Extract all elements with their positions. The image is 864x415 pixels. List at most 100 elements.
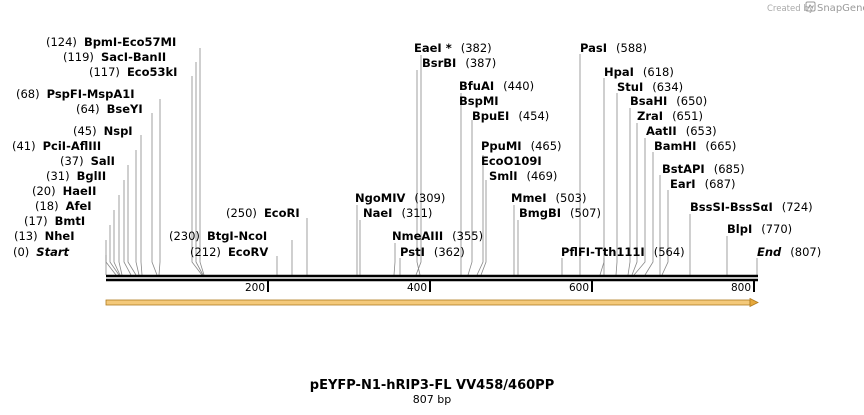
snapgene-logo-icon [805, 1, 816, 12]
site-position: (20) [32, 184, 56, 198]
site-position: (503) [556, 191, 587, 205]
enzyme-name: NmeAIII [392, 229, 443, 243]
site-position: (440) [503, 79, 534, 93]
site-label-afei: (18) AfeI [35, 199, 92, 213]
site-label-bsrbi: BsrBI (387) [422, 56, 496, 70]
site-position: (117) [89, 65, 120, 79]
tick-200: 200 [245, 281, 269, 294]
site-label-zrai: ZraI (651) [637, 109, 703, 123]
site-label-saci: (119) SacI - BanII [63, 50, 166, 64]
enzyme-name: MmeI [511, 191, 547, 205]
site-label-start: (0) Start [13, 245, 70, 259]
enzyme-name: End [757, 245, 782, 259]
enzyme-name: BssSI [690, 200, 725, 214]
site-position: (469) [527, 169, 558, 183]
tick-label: 600 [569, 282, 589, 294]
enzyme-name: MspA1I [87, 87, 135, 101]
site-position: (0) [13, 245, 29, 259]
enzyme-name: StuI [617, 80, 643, 94]
enzyme-name: EcoRI [264, 206, 300, 220]
credit-text: Created by [767, 4, 814, 14]
plasmid-length: 807 bp [413, 393, 451, 406]
enzyme-name: Eco57MI [122, 35, 176, 49]
site-label-pasi: PasI (588) [580, 41, 647, 55]
site-label-eari: EarI (687) [670, 177, 736, 191]
site-label-haeii: (20) HaeII [32, 184, 96, 198]
enzyme-name: BtgI [207, 229, 234, 243]
site-position: (355) [452, 229, 483, 243]
credit-brand: SnapGene [817, 3, 864, 14]
tick-label: 200 [245, 282, 265, 294]
site-position: (634) [652, 80, 683, 94]
site-position: (68) [16, 87, 40, 101]
enzyme-name: BglII [77, 169, 107, 183]
enzyme-name: EcoO109I [481, 154, 542, 168]
site-label-bamhi: BamHI (665) [654, 139, 736, 153]
site-label-sali: (37) SalI [60, 154, 115, 168]
enzyme-name: BseYI [107, 102, 143, 116]
enzyme-name: BspMI [459, 94, 499, 108]
site-label-blpi: BlpI (770) [727, 222, 792, 236]
site-position: (119) [63, 50, 94, 64]
name-separator: - [82, 87, 87, 101]
enzyme-name: Start [36, 245, 69, 259]
enzyme-name: ZraI [637, 109, 663, 123]
enzyme-name: NaeI [363, 206, 392, 220]
site-position: (64) [76, 102, 100, 116]
site-position: (653) [686, 124, 717, 138]
site-label-bstapi: BstAPI (685) [662, 162, 745, 176]
site-position: (588) [616, 41, 647, 55]
enzyme-name: SalI [91, 154, 115, 168]
enzyme-name: NcoI [239, 229, 268, 243]
tick-400: 400 [407, 281, 431, 294]
site-label-btgi: (230) BtgI - NcoI [169, 229, 267, 243]
tick-800: 800 [731, 281, 755, 294]
enzyme-name: NgoMIV [355, 191, 405, 205]
site-position: (124) [46, 35, 77, 49]
site-position: (309) [414, 191, 445, 205]
enzyme-name: BanII [133, 50, 166, 64]
site-label-eaei: EaeI * (382) [414, 41, 492, 55]
site-label-psti: PstI (362) [400, 245, 465, 259]
site-position: (807) [790, 245, 821, 259]
site-position: (382) [461, 41, 492, 55]
enzyme-name: PpuMI [481, 139, 522, 153]
enzyme-name: BstAPI [662, 162, 705, 176]
site-position: (41) [12, 139, 36, 153]
site-label-pspfi: (68) PspFI - MspA1I [16, 87, 135, 101]
enzyme-name: Eco53kI [127, 65, 178, 79]
enzyme-name: BfuAI [459, 79, 494, 93]
feature-arrow [105, 297, 759, 308]
site-label-bsssi: BssSI - BssSαI (724) [690, 200, 813, 214]
site-label-aatii: AatII (653) [646, 124, 717, 138]
site-label-ecori: (250) EcoRI [226, 206, 300, 220]
snapgene-credit: Created by SnapGene [767, 1, 864, 14]
site-position: (454) [518, 109, 549, 123]
site-position: (311) [401, 206, 432, 220]
site-label-ngomiv: NgoMIV (309) [355, 191, 445, 205]
site-position: (685) [714, 162, 745, 176]
site-position: (18) [35, 199, 59, 213]
site-label-nhei: (13) NheI [14, 229, 75, 243]
enzyme-name: AfeI [66, 199, 92, 213]
enzyme-name: BlpI [727, 222, 752, 236]
site-position: (651) [672, 109, 703, 123]
enzyme-name: AflIII [71, 139, 101, 153]
site-position: (230) [169, 229, 200, 243]
tick-600: 600 [569, 281, 593, 294]
enzyme-name: BamHI [654, 139, 696, 153]
site-position: (13) [14, 229, 38, 243]
site-position: (17) [24, 214, 48, 228]
enzyme-name: BsaHI [630, 94, 667, 108]
site-position: (564) [654, 245, 685, 259]
site-position: (362) [434, 245, 465, 259]
enzyme-name: EarI [670, 177, 696, 191]
site-label-nmeaiii: NmeAIII (355) [392, 229, 483, 243]
name-separator: - [590, 245, 595, 259]
enzyme-name: SacI [101, 50, 128, 64]
site-label-bmti: (17) BmtI [24, 214, 85, 228]
site-label-pcii: (41) PciI - AflIII [12, 139, 101, 153]
enzyme-name: AatII [646, 124, 677, 138]
tick-label: 400 [407, 282, 427, 294]
site-label-bmgbi: BmgBI (507) [519, 206, 601, 220]
